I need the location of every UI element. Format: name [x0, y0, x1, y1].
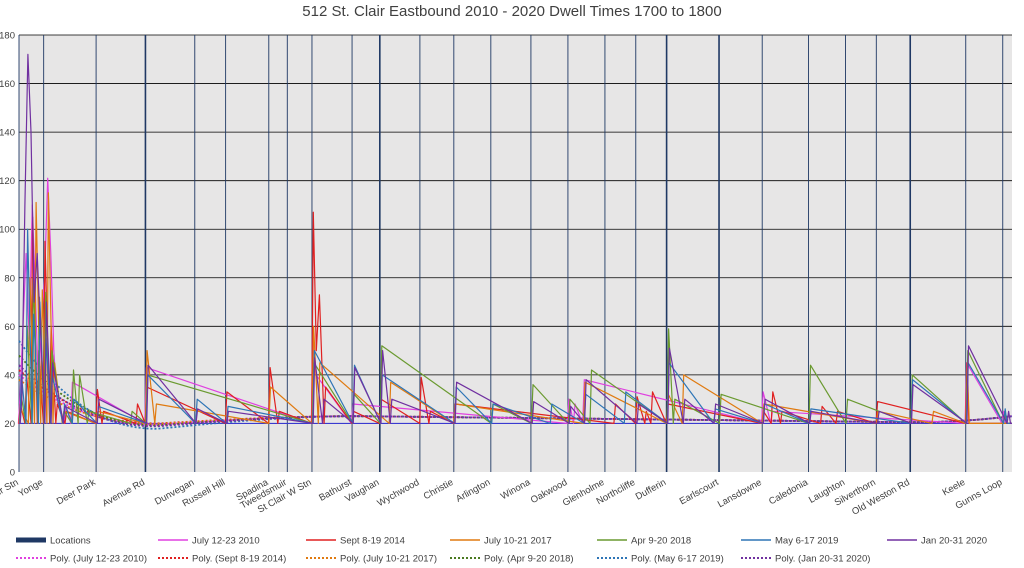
y-tick-label-60: 60: [4, 322, 15, 333]
y-tick-label-180: 180: [0, 31, 15, 42]
y-tick-label-80: 80: [4, 273, 15, 284]
x-category-label-2: Deer Park: [55, 477, 98, 507]
legend-label-row1-3: July 10-21 2017: [484, 536, 552, 547]
legend-label-row1-4: Apr 9-20 2018: [631, 536, 691, 547]
legend: Locations July 12-23 2010 Sept 8-19 2014 Ju…: [16, 536, 987, 565]
series-line-5: [18, 53, 1012, 425]
legend-label-row2-0: Poly. (July 12-23 2010): [50, 554, 147, 565]
y-tick-label-40: 40: [4, 370, 15, 381]
legend-label-row2-2: Poly. (July 10-21 2017): [340, 554, 437, 565]
x-category-label-3: Avenue Rd: [101, 477, 147, 509]
legend-label-row2-4: Poly. (May 6-17 2019): [631, 554, 724, 565]
x-category-label-20: Lansdowne: [716, 477, 764, 510]
y-axis: 0 20 40 60 80 100 120 140 160 180: [0, 31, 15, 479]
y-tick-label-120: 120: [0, 176, 15, 187]
legend-label-row1-2: Sept 8-19 2014: [340, 536, 405, 547]
legend-label-row1-5: May 6-17 2019: [775, 536, 838, 547]
x-category-label-21: Caledonia: [767, 477, 810, 508]
legend-label-row2-1: Poly. (Sept 8-19 2014): [192, 554, 286, 565]
x-category-label-19: Earlscourt: [678, 477, 721, 508]
legend-label-row2-5: Poly. (Jan 20-31 2020): [775, 554, 870, 565]
x-category-label-13: Arlington: [454, 477, 492, 505]
legend-label-row1-6: Jan 20-31 2020: [921, 536, 987, 547]
y-tick-label-140: 140: [0, 128, 15, 139]
y-tick-label-100: 100: [0, 225, 15, 236]
x-category-label-18: Dufferin: [634, 477, 668, 503]
x-category-label-1: Yonge: [17, 477, 46, 500]
y-tick-label-20: 20: [4, 419, 15, 430]
legend-label-row1-1: July 12-23 2010: [192, 536, 260, 547]
x-category-label-24: Old Weston Rd: [850, 477, 912, 518]
plot-area: [19, 35, 1012, 472]
legend-label-row1-0: Locations: [50, 536, 91, 547]
y-tick-label-160: 160: [0, 79, 15, 90]
x-category-label-14: Winona: [499, 477, 533, 503]
legend-label-row2-3: Poly. (Apr 9-20 2018): [484, 554, 574, 565]
data-series: [17, 53, 1012, 425]
y-tick-label-0: 0: [10, 468, 15, 479]
chart-title: 512 St. Clair Eastbound 2010 - 2020 Dwel…: [302, 3, 721, 20]
x-category-label-12: Christie: [422, 477, 455, 502]
x-category-label-11: Wychwood: [375, 477, 421, 509]
x-category-label-25: Keele: [941, 477, 968, 498]
